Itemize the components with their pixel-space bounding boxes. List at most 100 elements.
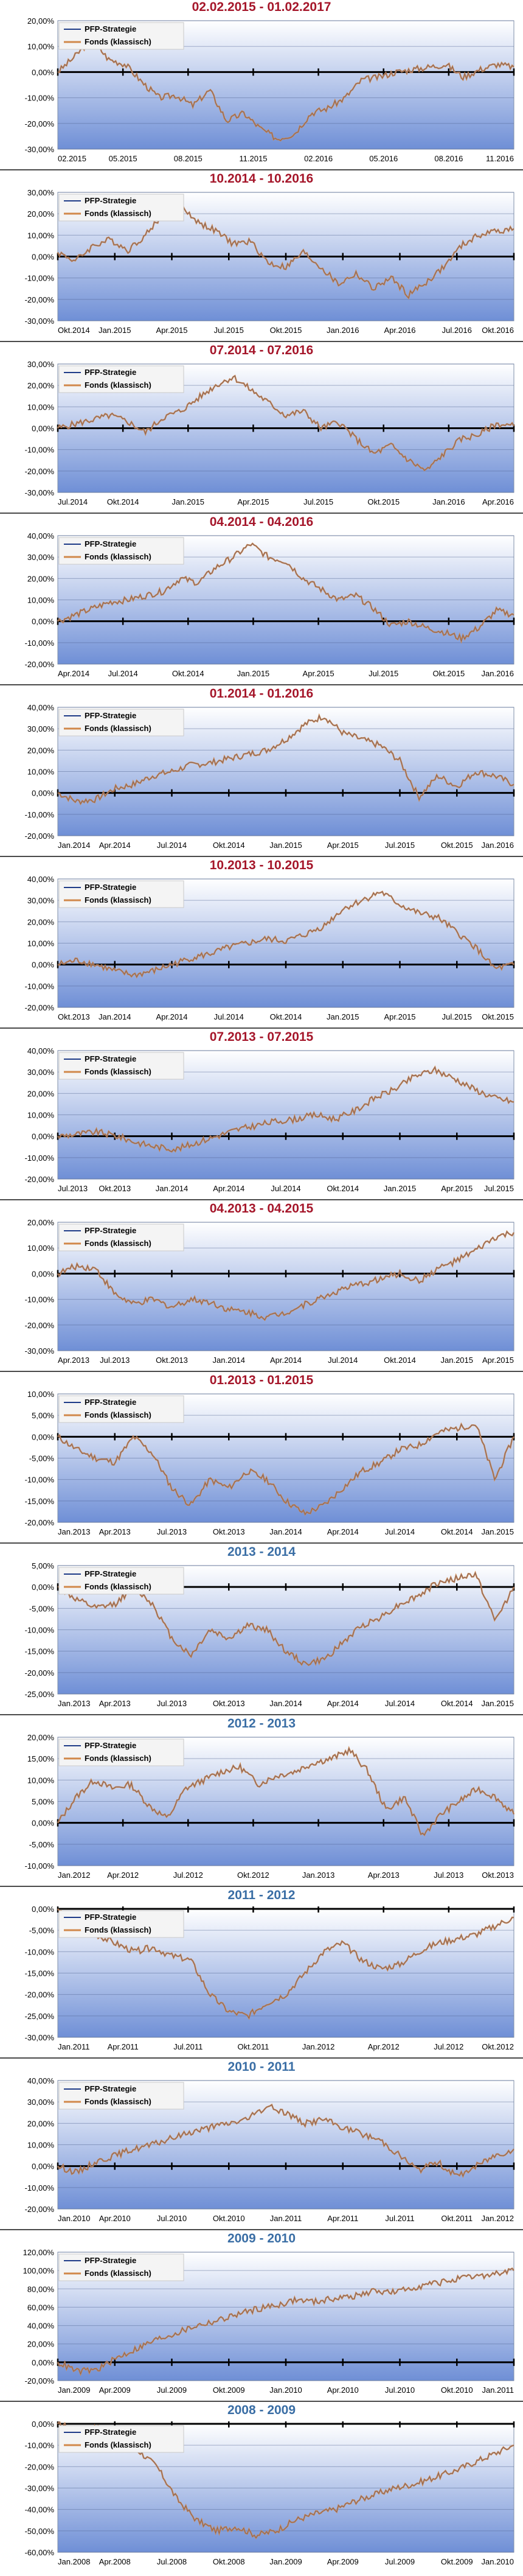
x-tick-label: Jan.2015 [269,841,302,850]
panel-separator [0,684,523,685]
strategy-series-line [57,2268,514,2375]
y-tick-label: -30,00% [25,2033,55,2042]
x-tick-label: Jul.2014 [385,1527,415,1536]
line-chart: 40,00% 30,00% 20,00% 10,00% 0,00% -10,00% -20,… [25,2078,515,2223]
x-tick-label: Jan.2015 [384,1184,417,1193]
strategy-series-line [57,543,514,642]
line-chart: 40,00% 30,00% 20,00% 10,00% 0,00% -10,00% -20,… [25,877,515,1021]
x-tick-label: Apr.2014 [327,1699,359,1708]
y-tick-label: -20,00% [25,467,55,476]
y-tick-label: -10,00% [25,639,55,648]
legend-label-fund: Fonds (klassisch) [85,1754,151,1763]
y-tick-label: 0,00% [32,1132,54,1141]
x-tick-label: Jul.2014 [214,1012,244,1021]
x-tick-label: Okt.2009 [213,2385,245,2395]
x-tick-label: Jan.2008 [58,2557,91,2566]
y-tick-label: 10,00% [27,402,55,411]
y-tick-label: 0,00% [32,1906,54,1914]
x-tick-label: Jan.2013 [58,1699,91,1708]
panel-separator [0,1714,523,1715]
x-tick-label: Apr.2015 [303,669,334,678]
legend-label-fund: Fonds (klassisch) [85,895,151,905]
x-tick-label: Jul.2015 [214,326,244,335]
y-tick-label: -10,00% [25,810,55,819]
x-tick-label: Okt.2013 [482,1871,514,1880]
panel-separator [0,341,523,342]
y-tick-label: -20,00% [25,2462,55,2471]
x-tick-label: Jan.2013 [58,1527,91,1536]
x-tick-label: Jan.2015 [172,497,205,506]
chart-panel: 01.2013 - 01.2015 10,00% 5,00% 0,00% -5,00% -… [0,1373,523,1545]
legend: PFP-Strategie Fonds (klassisch) [58,365,184,393]
x-tick-label: Okt.2014 [441,1527,473,1536]
line-chart: 0,00% -10,00% -20,00% -30,00% -40,00% -50,00%… [25,2421,515,2566]
legend-label-strategy: PFP-Strategie [85,1226,136,1235]
y-tick-label: 30,00% [27,2098,55,2107]
x-tick-label: Jul.2009 [157,2385,187,2395]
strategy-series-line [57,375,514,471]
chart-panel: 07.2013 - 07.2015 40,00% 30,00% 20,00% 10,00… [0,1030,523,1202]
x-tick-label: Okt.2010 [441,2385,473,2395]
panel-separator [0,1027,523,1029]
y-tick-label: -50,00% [25,2527,55,2536]
x-tick-label: Apr.2016 [384,326,415,335]
x-tick-label: Apr.2011 [327,2214,358,2223]
y-tick-label: -10,00% [25,1295,55,1304]
y-tick-label: -20,00% [25,1668,55,1678]
chart-panel: 02.02.2015 - 01.02.2017 20,00% 10,00% 0,00%… [0,0,523,172]
legend-label-fund: Fonds (klassisch) [85,380,151,390]
x-tick-label: Jul.2013 [58,1184,88,1193]
x-tick-label: 02.2015 [58,154,86,163]
x-tick-label: Jan.2014 [156,1184,189,1193]
x-tick-label: Jan.2014 [58,841,91,850]
y-tick-label: 40,00% [27,533,55,541]
y-tick-label: -10,00% [25,1861,55,1871]
y-tick-label: 0,00% [32,1269,54,1278]
chart-title: 07.2013 - 07.2015 [209,1030,314,1044]
x-tick-label: Jan.2014 [99,1012,131,1021]
legend-label-strategy: PFP-Strategie [85,1398,136,1407]
x-tick-label: Apr.2011 [108,2042,139,2051]
y-tick-label: 10,00% [27,939,55,948]
legend: PFP-Strategie Fonds (klassisch) [58,2253,184,2281]
y-tick-label: 40,00% [27,705,55,712]
y-tick-label: -30,00% [25,488,55,497]
line-chart: 30,00% 20,00% 10,00% 0,00% -10,00% -20,00% -30… [25,362,515,506]
y-tick-label: -25,00% [25,1690,55,1699]
x-tick-label: Jul.2014 [157,841,187,850]
y-tick-label: 0,00% [32,617,54,626]
x-tick-label: Jul.2009 [385,2557,415,2566]
x-tick-label: Okt.2009 [441,2557,473,2566]
x-tick-label: Apr.2014 [99,841,131,850]
chart-title: 01.2014 - 01.2016 [209,687,314,701]
x-tick-label: Jul.2016 [442,326,472,335]
y-tick-label: -10,00% [25,1153,55,1163]
strategy-series-line [57,1231,514,1321]
legend: PFP-Strategie Fonds (klassisch) [58,2425,184,2453]
y-tick-label: 60,00% [27,2303,55,2312]
x-tick-label: Jan.2015 [482,1699,514,1708]
line-chart: 30,00% 20,00% 10,00% 0,00% -10,00% -20,00% -30… [25,190,515,335]
x-tick-label: Okt.2013 [213,1527,245,1536]
x-tick-label: Jan.2014 [269,1527,302,1536]
x-tick-label: Apr.2013 [58,1356,89,1365]
legend: PFP-Strategie Fonds (klassisch) [58,22,184,50]
chart-panel: 2010 - 2011 40,00% 30,00% 20,00% 10,00% 0,00%… [0,2060,523,2231]
line-chart: 20,00%10,00%0,00%-10,00%-20,00%-30,00%02… [25,18,515,163]
y-tick-label: 10,00% [27,768,55,777]
panel-separator [0,169,523,170]
x-tick-label: Jul.2015 [369,669,398,678]
x-tick-label: Jan.2011 [58,2042,90,2051]
y-tick-label: 20,00% [27,917,55,926]
legend-label-strategy: PFP-Strategie [85,883,136,892]
x-tick-label: Okt.2015 [441,841,473,850]
y-tick-label: -10,00% [25,1475,55,1485]
legend: PFP-Strategie Fonds (klassisch) [58,1395,184,1423]
y-tick-label: 10,00% [27,1391,55,1399]
x-tick-label: Jan.2016 [327,326,359,335]
x-tick-label: Jul.2010 [385,2385,415,2395]
x-tick-label: Jul.2013 [157,1699,187,1708]
y-tick-label: 40,00% [27,2322,55,2331]
y-tick-label: 0,00% [32,1583,54,1592]
y-tick-label: -20,00% [25,660,55,669]
